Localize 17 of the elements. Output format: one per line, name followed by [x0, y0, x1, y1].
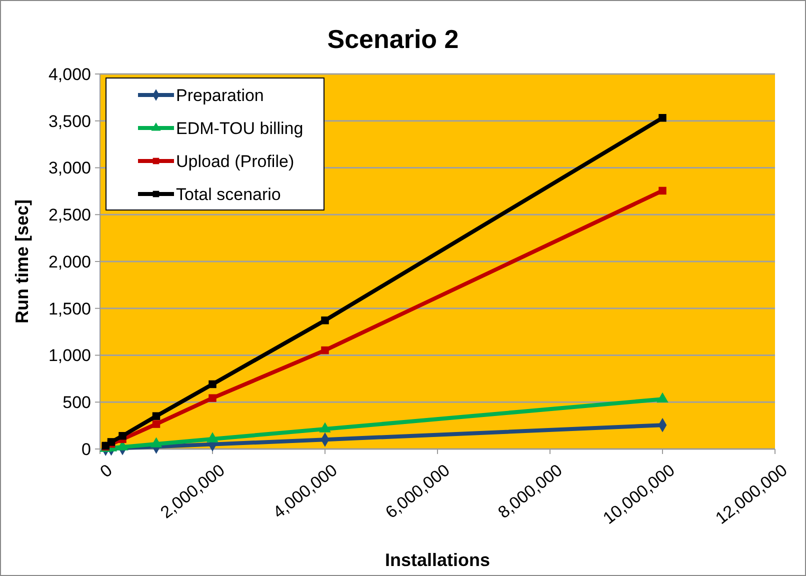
legend-label: Upload (Profile) [176, 152, 294, 171]
y-axis-title: Run time [sec] [12, 199, 32, 324]
legend-label: EDM-TOU billing [176, 118, 304, 138]
legend-label: Total scenario [176, 184, 281, 204]
y-tick-label: 2,500 [48, 206, 91, 225]
x-axis-title: Installations [384, 550, 490, 570]
y-tick-label: 4,000 [48, 64, 91, 84]
x-tick-label: 0 [96, 460, 116, 482]
y-tick-label: 1,500 [48, 299, 91, 318]
y-tick-label: 2,000 [48, 252, 91, 272]
y-tick-label: 500 [62, 393, 91, 412]
legend-label: Preparation [176, 86, 264, 105]
chart-title: Scenario 2 [327, 24, 459, 54]
y-tick-label: 3,500 [48, 112, 91, 131]
y-tick-label: 1,000 [48, 346, 91, 366]
y-tick-label: 0 [82, 440, 91, 459]
y-tick-label: 3,000 [48, 158, 91, 178]
